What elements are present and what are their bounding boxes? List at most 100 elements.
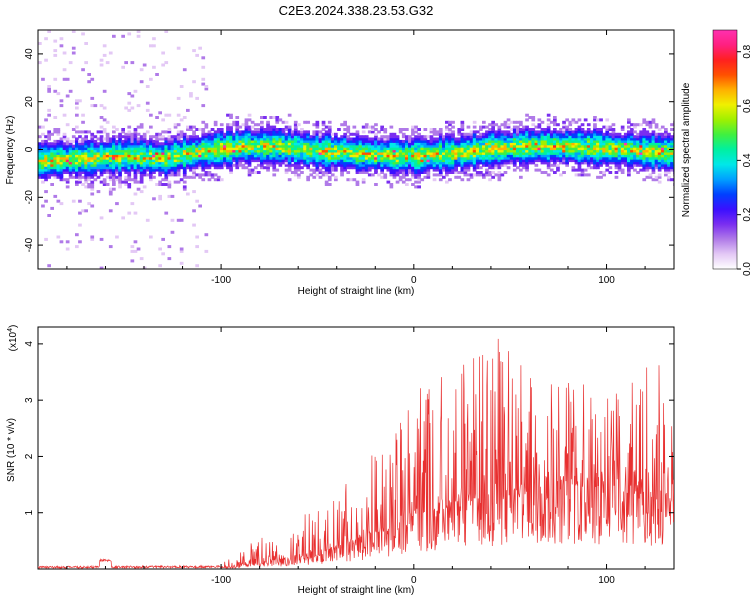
heatmap-cell [361, 135, 366, 139]
heatmap-cell [78, 173, 82, 177]
heatmap-cell [479, 132, 483, 136]
heatmap-cell [340, 139, 344, 143]
heatmap-cell [315, 130, 320, 134]
heatmap-cell [639, 137, 643, 141]
y-tick-label: 3 [24, 397, 35, 403]
heatmap-cell [380, 154, 384, 158]
heatmap-cell [503, 151, 508, 155]
heatmap-cell [343, 135, 347, 139]
heatmap-cell [170, 154, 175, 158]
heatmap-cell [62, 77, 67, 81]
heatmap-cell [327, 171, 332, 174]
heatmap-cell [149, 168, 153, 172]
heatmap-cell [164, 173, 169, 177]
heatmap-cell [488, 173, 492, 177]
heatmap-cell [654, 132, 659, 136]
heatmap-cell [53, 173, 58, 177]
heatmap-cell [553, 159, 557, 163]
heatmap-cell [155, 135, 159, 139]
heatmap-cell [605, 128, 610, 131]
heatmap-cell [346, 156, 351, 160]
heatmap-cell [346, 154, 351, 158]
heatmap-cell [41, 173, 45, 177]
heatmap-cell [355, 156, 360, 160]
heatmap-cell [155, 159, 159, 163]
heatmap-cell [438, 142, 443, 146]
heatmap-cell [623, 135, 628, 139]
heatmap-cell [654, 149, 659, 153]
heatmap-cell [112, 183, 116, 186]
heatmap-cell [238, 147, 243, 151]
heatmap-cell [266, 137, 270, 141]
heatmap-cell [540, 135, 545, 139]
heatmap-cell [315, 132, 320, 136]
y-tick-label: 4 [24, 341, 35, 347]
heatmap-cell [139, 168, 144, 172]
heatmap-cell [667, 175, 671, 179]
heatmap-cell [605, 139, 610, 143]
heatmap-cell [334, 142, 338, 146]
heatmap-cell [253, 149, 258, 153]
heatmap-cell [300, 161, 304, 165]
heatmap-cell [540, 130, 545, 134]
heatmap-cell [152, 168, 156, 172]
heatmap-cell [522, 144, 526, 148]
heatmap-cell [149, 161, 153, 165]
heatmap-cell [78, 151, 82, 155]
heatmap-cell [475, 142, 480, 146]
heatmap-cell [297, 173, 301, 177]
heatmap-cell [81, 147, 85, 151]
heatmap-cell [235, 151, 240, 155]
heatmap-cell [537, 147, 542, 151]
heatmap-cell [290, 144, 295, 148]
heatmap-cell [528, 159, 532, 163]
heatmap-cell [75, 163, 79, 167]
heatmap-cell [352, 132, 357, 136]
heatmap-cell [420, 163, 425, 167]
heatmap-cell [377, 139, 381, 143]
heatmap-cell [102, 118, 107, 122]
heatmap-cell [198, 163, 202, 167]
heatmap-cell [87, 149, 91, 153]
heatmap-cell [44, 118, 48, 122]
heatmap-cell [275, 128, 280, 131]
heatmap-cell [241, 159, 246, 163]
heatmap-cell [142, 142, 147, 146]
heatmap-cell [167, 159, 172, 163]
heatmap-cell [451, 163, 455, 167]
heatmap-cell [565, 159, 569, 163]
heatmap-cell [633, 163, 637, 167]
heatmap-cell [543, 144, 548, 148]
heatmap-cell [145, 130, 150, 134]
heatmap-cell [559, 147, 563, 151]
heatmap-cell [565, 135, 569, 139]
heatmap-cell [586, 139, 591, 143]
heatmap-cell [596, 142, 600, 146]
heatmap-cell [593, 125, 597, 129]
heatmap-cell [503, 120, 508, 124]
heatmap-cell [549, 151, 554, 155]
heatmap-cell [411, 168, 415, 172]
heatmap-cell [429, 144, 434, 148]
heatmap-cell [454, 166, 458, 170]
heatmap-cell [506, 159, 511, 163]
heatmap-cell [244, 132, 249, 136]
heatmap-cell [577, 125, 582, 129]
heatmap-x-ticks: -100 0 100 [66, 30, 646, 286]
heatmap-cell [457, 128, 462, 131]
heatmap-cell [318, 130, 323, 134]
heatmap-cell [309, 149, 314, 153]
heatmap-cell [469, 156, 474, 160]
heatmap-cell [59, 149, 64, 153]
heatmap-cell [204, 159, 209, 163]
heatmap-cell [534, 135, 539, 139]
heatmap-cell [324, 163, 329, 167]
heatmap-cell [667, 156, 671, 160]
heatmap-cell [401, 154, 406, 158]
heatmap-cell [90, 156, 95, 160]
heatmap-cell [472, 135, 477, 139]
heatmap-cell [244, 128, 249, 131]
heatmap-cell [121, 161, 125, 165]
heatmap-cell [44, 163, 48, 167]
heatmap-cell [475, 173, 480, 177]
